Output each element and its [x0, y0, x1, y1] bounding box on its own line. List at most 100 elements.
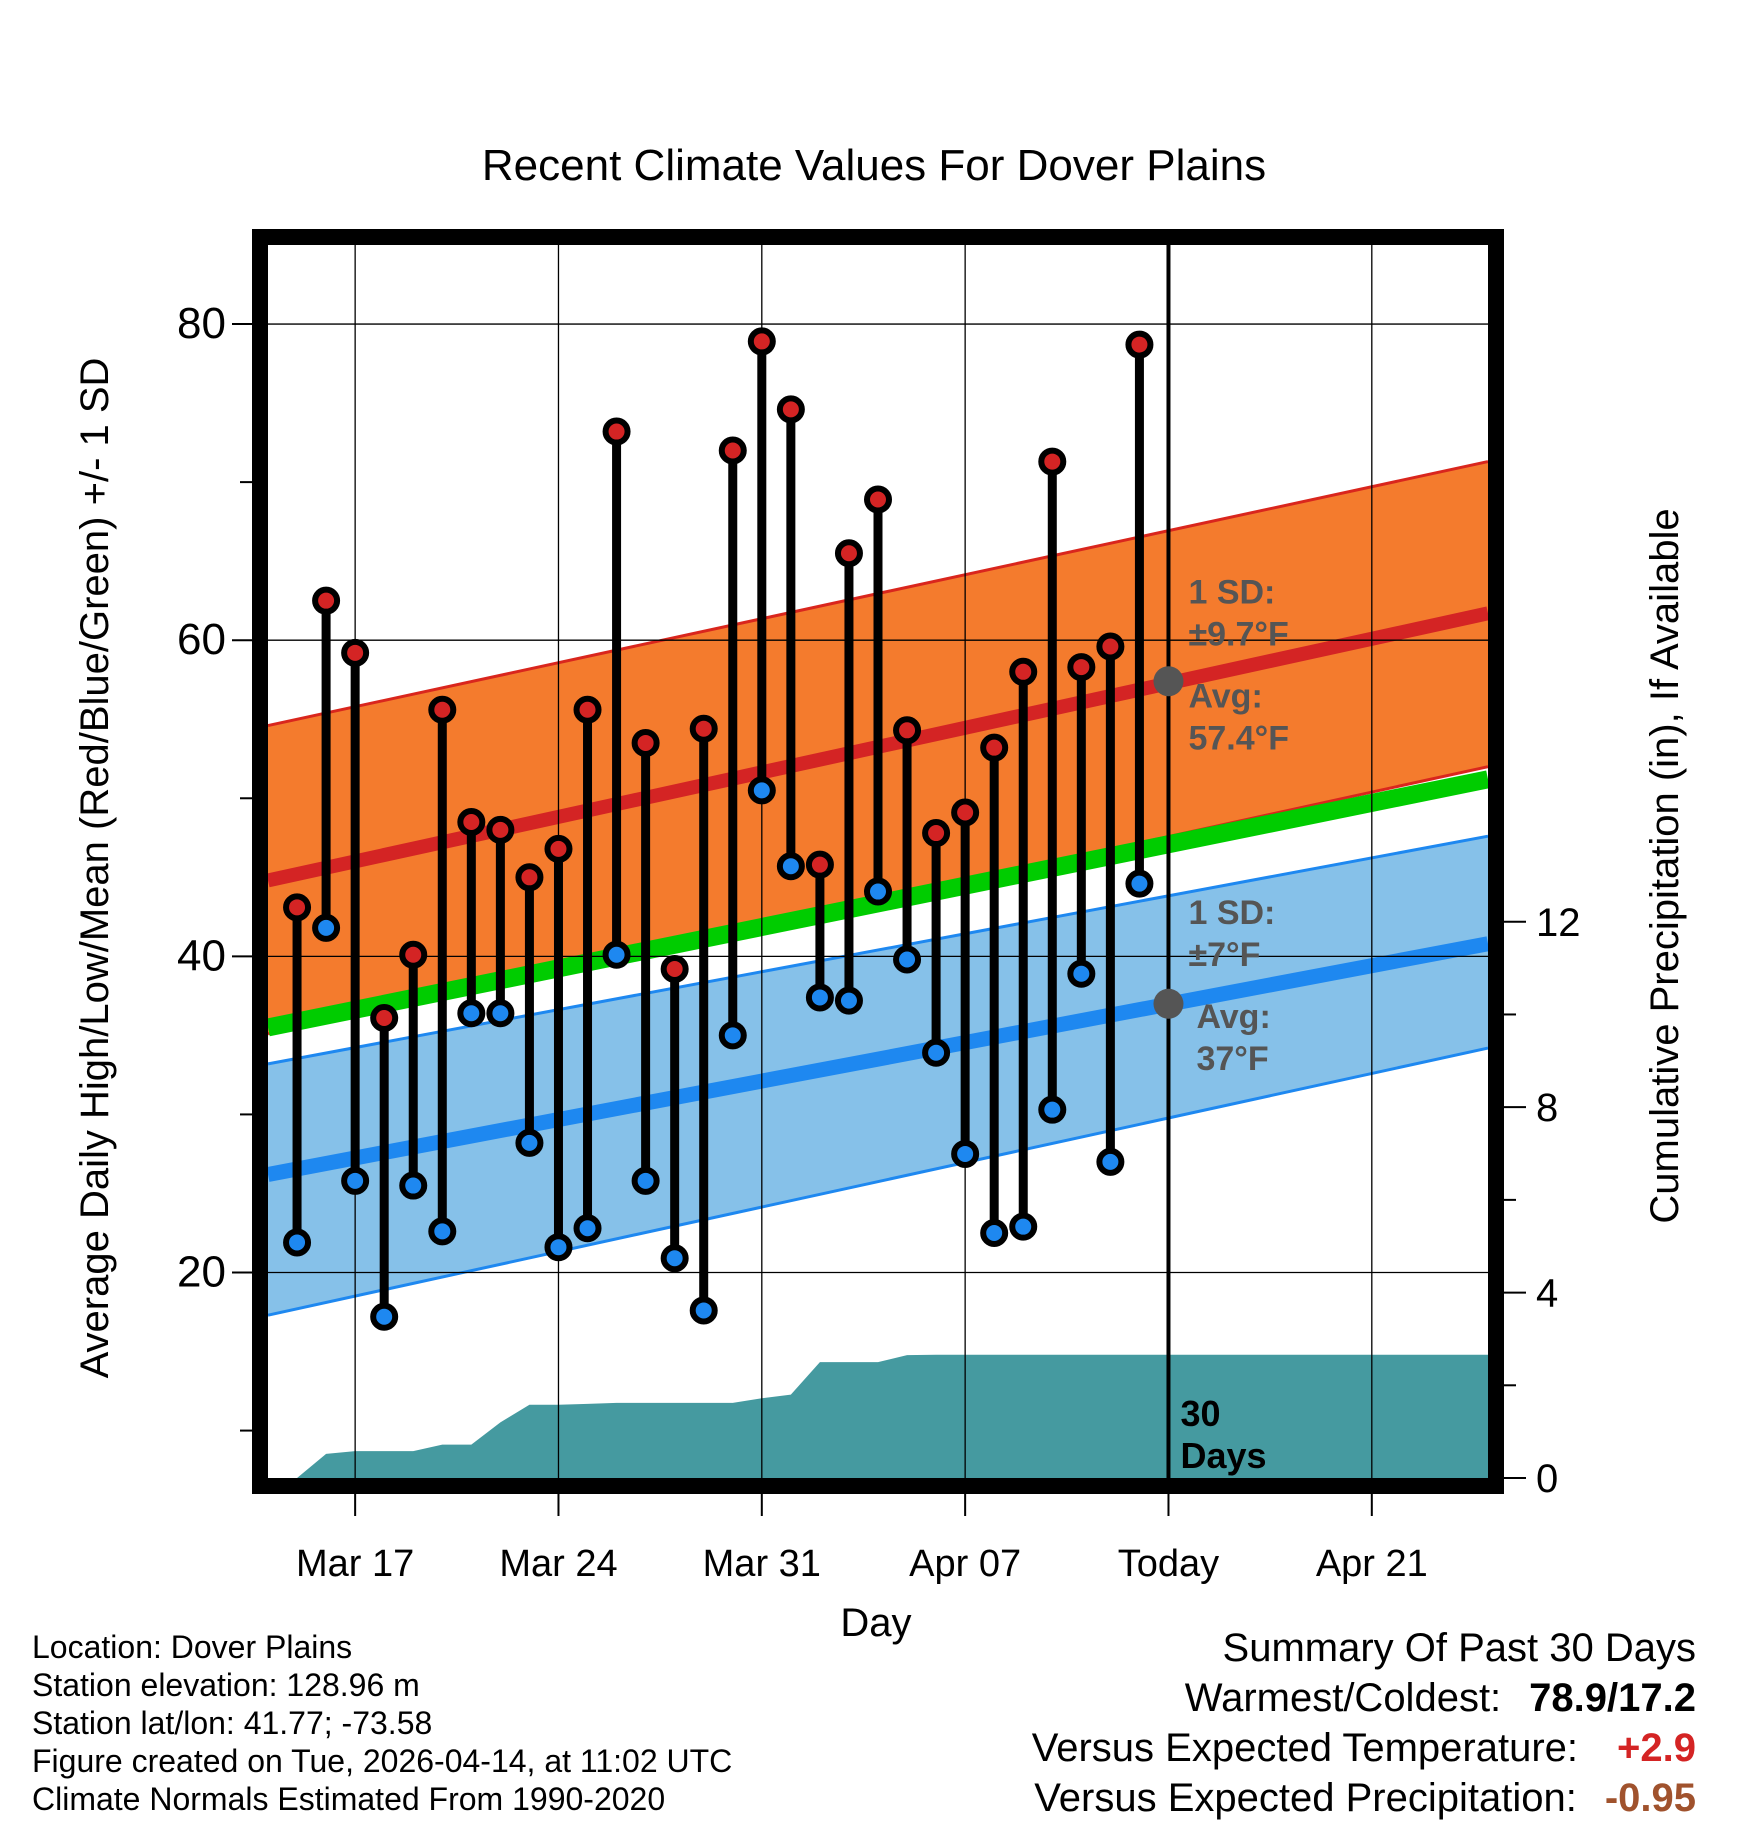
daily-high-point: [922, 819, 951, 848]
daily-high-point: [718, 436, 747, 465]
daily-low-point: [951, 1139, 980, 1168]
daily-low-point: [922, 1038, 951, 1067]
daily-high-point: [370, 1003, 399, 1032]
daily-high-point: [631, 728, 660, 757]
daily-high-point: [312, 586, 341, 615]
daily-high-point: [747, 327, 776, 356]
daily-high-point: [573, 695, 602, 724]
daily-low-point: [1009, 1212, 1038, 1241]
daily-high-point: [660, 954, 689, 983]
y-axis-left-label: Average Daily High/Low/Mean (Red/Blue/Gr…: [73, 358, 117, 1379]
daily-low-point: [1067, 959, 1096, 988]
daily-low-point: [486, 999, 515, 1028]
daily-high-point: [399, 940, 428, 969]
summary-temperature-value: +2.9: [1617, 1726, 1696, 1770]
daily-high-point: [893, 716, 922, 745]
footer-created: Figure created on Tue, 2026-04-14, at 11…: [32, 1743, 733, 1779]
y-right-tick-label: 12: [1536, 901, 1581, 945]
daily-high-point: [951, 798, 980, 827]
daily-low-point: [341, 1166, 370, 1195]
daily-low-point: [370, 1302, 399, 1331]
daily-low-point: [864, 877, 892, 906]
summary-warmest-coldest-value: 78.9/17.2: [1529, 1676, 1696, 1720]
summary-precipitation-label: Versus Expected Precipitation:: [1034, 1776, 1577, 1820]
x-tick-label: Mar 31: [703, 1543, 821, 1585]
y-left-tick-label: 20: [177, 1248, 226, 1297]
x-tick-label: Mar 24: [499, 1543, 617, 1585]
low-average-marker: [1153, 988, 1184, 1019]
daily-high-point: [602, 417, 631, 446]
low-avg-value: 37°F: [1196, 1040, 1268, 1078]
summary-precipitation: Versus Expected Precipitation: -0.95: [1034, 1776, 1696, 1821]
daily-low-point: [283, 1228, 312, 1257]
daily-low-point: [1038, 1095, 1067, 1124]
y-right-tick-label: 8: [1536, 1086, 1558, 1130]
window-label-number: 30: [1180, 1393, 1220, 1434]
daily-high-point: [864, 485, 892, 514]
x-tick-label: Today: [1118, 1543, 1219, 1585]
low-sd-label: 1 SD:: [1188, 894, 1275, 932]
daily-low-point: [602, 940, 631, 969]
daily-high-point: [834, 539, 863, 568]
daily-high-point: [341, 638, 370, 667]
daily-low-point: [312, 913, 341, 942]
high-sd-value: ±9.7°F: [1188, 615, 1288, 653]
x-axis-label: Day: [840, 1601, 911, 1645]
high-avg-value: 57.4°F: [1188, 719, 1289, 757]
daily-low-point: [544, 1233, 573, 1262]
summary-temperature-label: Versus Expected Temperature:: [1031, 1726, 1578, 1770]
daily-low-point: [747, 776, 776, 805]
daily-low-point: [660, 1244, 689, 1273]
y-left-tick-label: 40: [177, 931, 226, 980]
y-right-tick-label: 4: [1536, 1272, 1558, 1316]
x-tick-label: Apr 07: [909, 1543, 1021, 1585]
summary-title: Summary Of Past 30 Days: [1222, 1626, 1696, 1670]
high-average-marker: [1153, 666, 1184, 697]
daily-high-point: [1038, 447, 1067, 476]
x-tick-label: Apr 21: [1316, 1543, 1428, 1585]
daily-low-point: [1096, 1147, 1125, 1176]
summary-precipitation-value: -0.95: [1604, 1776, 1696, 1820]
daily-low-point: [718, 1021, 747, 1050]
daily-low-point: [893, 945, 922, 974]
plot-frame: [252, 229, 1504, 1494]
daily-low-point: [805, 983, 834, 1012]
daily-low-point: [834, 986, 863, 1015]
daily-low-point: [980, 1218, 1009, 1247]
daily-high-point: [544, 834, 573, 863]
daily-high-point: [1096, 632, 1125, 661]
x-tick-label: Mar 17: [296, 1543, 414, 1585]
footer-normals: Climate Normals Estimated From 1990-2020: [32, 1781, 666, 1817]
daily-low-point: [399, 1171, 428, 1200]
x-axis: Mar 17 Mar 24 Mar 31 Apr 07 Today Apr 21: [296, 1494, 1428, 1585]
footer-elevation: Station elevation: 128.96 m: [32, 1667, 420, 1703]
window-label-unit: Days: [1180, 1435, 1266, 1476]
daily-low-point: [428, 1217, 457, 1246]
y-axis-right-label: Cumulative Precipitation (in), If Availa…: [1643, 508, 1687, 1223]
low-avg-label: Avg:: [1196, 998, 1270, 1036]
daily-high-point: [1125, 330, 1154, 359]
high-avg-label: Avg:: [1188, 677, 1262, 715]
low-band-lower-edge: [267, 1046, 1489, 1317]
daily-high-point: [980, 733, 1009, 762]
y-left-tick-label: 60: [177, 615, 226, 664]
daily-high-point: [776, 395, 805, 424]
daily-high-point: [428, 695, 457, 724]
daily-low-point: [515, 1128, 544, 1157]
summary-temperature: Versus Expected Temperature: +2.9: [1032, 1726, 1696, 1771]
y-right-tick-label: 0: [1536, 1457, 1558, 1501]
daily-low-point: [689, 1296, 718, 1325]
low-normal-line: [266, 936, 1490, 1182]
daily-low-point: [631, 1166, 660, 1195]
chart-title: Recent Climate Values For Dover Plains: [482, 141, 1266, 190]
daily-high-point: [1067, 653, 1096, 682]
daily-low-point: [457, 999, 486, 1028]
daily-low-point: [573, 1214, 602, 1243]
precipitation-area: [297, 1354, 1488, 1478]
summary-warmest-coldest: Warmest/Coldest: 78.9/17.2: [1185, 1676, 1696, 1721]
daily-high-point: [486, 815, 515, 844]
daily-high-point: [1009, 657, 1038, 686]
daily-high-point: [805, 850, 834, 879]
daily-high-point: [457, 807, 486, 836]
